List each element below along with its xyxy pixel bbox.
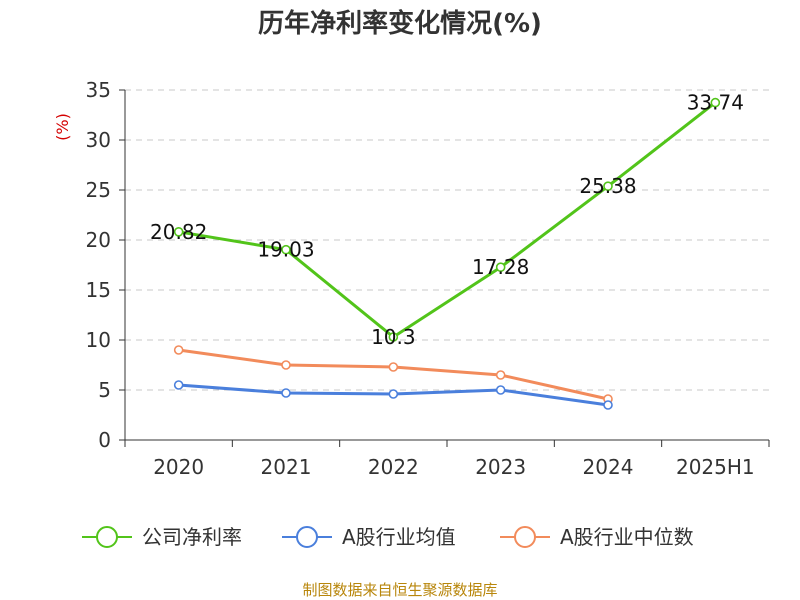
y-tick-label: 20: [86, 228, 111, 252]
y-tick-labels: 0 5 10 15 20 25 30 35: [86, 78, 111, 452]
series-line: [177, 101, 717, 339]
data-point: [388, 389, 399, 399]
x-tick-label: 2021: [261, 455, 312, 479]
data-point: [173, 380, 184, 390]
legend: 公司净利率 A股行业均值 A股行业中位数: [82, 525, 694, 549]
y-tick-label: 5: [98, 378, 111, 402]
data-point: [281, 388, 291, 398]
data-point: [495, 370, 506, 380]
data-point: [603, 181, 613, 191]
x-tick-label: 2022: [368, 455, 419, 479]
legend-swatch-marker: [96, 526, 118, 548]
data-point: [388, 362, 399, 372]
x-tick-label: 2020: [153, 455, 204, 479]
data-label: 10.3: [371, 325, 416, 349]
y-tick-label: 25: [86, 178, 111, 202]
data-point: [173, 345, 184, 355]
data-point: [281, 360, 291, 370]
data-label: 20.82: [150, 220, 207, 244]
data-point: [603, 400, 613, 410]
legend-label: 公司净利率: [142, 525, 242, 549]
source-note: 制图数据来自恒生聚源数据库: [302, 581, 497, 599]
chart-title: 历年净利率变化情况(%): [258, 8, 542, 39]
y-axis-label: (%): [53, 113, 72, 141]
data-label: 33.74: [687, 91, 744, 115]
y-tick-label: 35: [86, 78, 111, 102]
x-tick-label: 2023: [475, 455, 526, 479]
legend-label: A股行业中位数: [560, 525, 694, 549]
data-point: [173, 227, 184, 237]
data-point: [281, 244, 291, 255]
data-point: [388, 332, 399, 342]
x-tick-labels: 2020 2021 2022 2023 2024 2025H1: [153, 455, 754, 479]
data-labels: 20.82 19.03 10.3 17.28 25.38 33.74: [150, 91, 744, 349]
grid-lines: [125, 89, 769, 391]
y-tick-label: 10: [86, 328, 111, 352]
data-point: [710, 97, 721, 108]
x-tick-label: 2024: [583, 455, 634, 479]
y-tick-label: 15: [86, 278, 111, 302]
x-tick-label: 2025H1: [676, 455, 755, 479]
legend-label: A股行业均值: [342, 525, 456, 549]
y-tick-label: 0: [98, 428, 111, 452]
y-tick-label: 30: [86, 128, 111, 152]
legend-swatch-marker: [296, 526, 318, 548]
data-label: 25.38: [579, 174, 636, 198]
data-point: [495, 262, 506, 273]
data-label: 19.03: [257, 238, 314, 262]
data-label: 17.28: [472, 255, 529, 279]
series-points: [173, 97, 721, 410]
axes: [119, 89, 770, 447]
legend-swatch-marker: [514, 526, 536, 548]
data-point: [495, 385, 506, 395]
